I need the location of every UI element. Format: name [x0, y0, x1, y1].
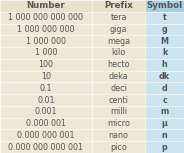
- Text: h: h: [162, 60, 168, 69]
- Bar: [0, 47, 92, 59]
- Bar: [92, 0, 145, 12]
- Text: k: k: [162, 49, 167, 58]
- Text: 1 000 000 000 000: 1 000 000 000 000: [8, 13, 84, 22]
- Text: pico: pico: [110, 143, 127, 152]
- Text: dk: dk: [159, 72, 170, 81]
- Bar: [92, 47, 145, 59]
- Bar: [92, 59, 145, 71]
- Bar: [0, 82, 92, 94]
- Bar: [92, 24, 145, 35]
- Text: M: M: [161, 37, 169, 46]
- Text: p: p: [162, 143, 168, 152]
- Bar: [0, 118, 92, 129]
- Bar: [0, 12, 92, 24]
- Text: Prefix: Prefix: [104, 1, 133, 10]
- Text: nano: nano: [109, 131, 129, 140]
- Bar: [92, 12, 145, 24]
- Text: Number: Number: [27, 1, 65, 10]
- Bar: [0, 0, 92, 12]
- Text: 1 000: 1 000: [35, 49, 57, 58]
- Text: Symbol: Symbol: [147, 1, 183, 10]
- Text: 1 000 000: 1 000 000: [26, 37, 66, 46]
- Text: deci: deci: [110, 84, 127, 93]
- Text: n: n: [162, 131, 168, 140]
- Bar: [0, 71, 92, 82]
- Text: mega: mega: [107, 37, 130, 46]
- Text: g: g: [162, 25, 168, 34]
- Bar: [145, 94, 184, 106]
- Text: 0.000 000 001: 0.000 000 001: [17, 131, 75, 140]
- Text: 100: 100: [38, 60, 54, 69]
- Bar: [145, 118, 184, 129]
- Bar: [145, 71, 184, 82]
- Text: 0.01: 0.01: [37, 95, 55, 104]
- Text: t: t: [163, 13, 167, 22]
- Text: deka: deka: [109, 72, 129, 81]
- Text: hecto: hecto: [107, 60, 130, 69]
- Text: 0.000 000 000 001: 0.000 000 000 001: [8, 143, 84, 152]
- Bar: [0, 129, 92, 141]
- Bar: [92, 82, 145, 94]
- Text: d: d: [162, 84, 168, 93]
- Text: 10: 10: [41, 72, 51, 81]
- Text: kilo: kilo: [112, 49, 126, 58]
- Text: μ: μ: [162, 119, 168, 128]
- Text: c: c: [162, 95, 167, 104]
- Bar: [145, 82, 184, 94]
- Bar: [0, 24, 92, 35]
- Text: tera: tera: [110, 13, 127, 22]
- Bar: [145, 106, 184, 118]
- Bar: [0, 35, 92, 47]
- Text: 0.000 001: 0.000 001: [26, 119, 66, 128]
- Bar: [92, 35, 145, 47]
- Bar: [0, 94, 92, 106]
- Text: centi: centi: [109, 95, 129, 104]
- Bar: [92, 94, 145, 106]
- Text: milli: milli: [110, 107, 127, 116]
- Bar: [0, 106, 92, 118]
- Bar: [145, 24, 184, 35]
- Bar: [145, 141, 184, 153]
- Bar: [92, 118, 145, 129]
- Bar: [92, 129, 145, 141]
- Bar: [145, 129, 184, 141]
- Bar: [145, 12, 184, 24]
- Text: giga: giga: [110, 25, 128, 34]
- Text: 0.001: 0.001: [35, 107, 57, 116]
- Bar: [0, 141, 92, 153]
- Bar: [145, 35, 184, 47]
- Text: micro: micro: [107, 119, 130, 128]
- Bar: [92, 141, 145, 153]
- Text: 1 000 000 000: 1 000 000 000: [17, 25, 75, 34]
- Text: 0.1: 0.1: [40, 84, 52, 93]
- Bar: [92, 71, 145, 82]
- Bar: [92, 106, 145, 118]
- Text: m: m: [161, 107, 169, 116]
- Bar: [145, 0, 184, 12]
- Bar: [0, 59, 92, 71]
- Bar: [145, 47, 184, 59]
- Bar: [145, 59, 184, 71]
